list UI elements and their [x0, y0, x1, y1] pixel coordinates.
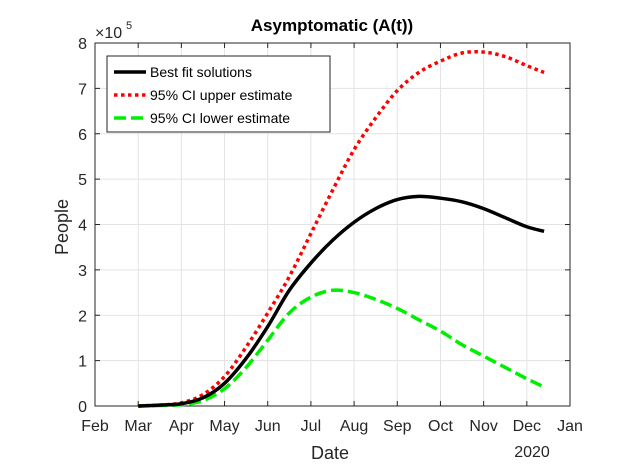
x-tick-label: May [209, 418, 239, 435]
x-axis-label: Date [311, 443, 349, 463]
x-tick-label: Apr [169, 418, 195, 435]
y-exponent-power: 5 [126, 20, 132, 32]
series-line-best-fit [138, 194, 545, 408]
year-label: 2020 [514, 444, 550, 461]
y-tick-label: 7 [78, 81, 87, 98]
x-tick-label: Nov [469, 418, 497, 435]
y-tick-label: 8 [78, 36, 87, 53]
x-tick-label: Mar [124, 418, 152, 435]
x-tick-label: Jun [255, 418, 281, 435]
y-tick-label: 5 [78, 172, 87, 189]
y-tick-label: 0 [78, 399, 87, 416]
chart-title: Asymptomatic (A(t)) [251, 16, 413, 35]
legend: Best fit solutions 95% CI upper estimate… [106, 55, 331, 133]
x-tick-label: Jan [557, 418, 583, 435]
x-tick-label: Feb [81, 418, 109, 435]
x-tick-label: Oct [428, 418, 453, 435]
y-tick-label: 4 [78, 218, 87, 235]
legend-label-best-fit: Best fit solutions [150, 64, 252, 80]
x-tick-label: Aug [340, 418, 368, 435]
series-line-upper-ci [138, 49, 545, 408]
x-tick-label: Jul [301, 418, 321, 435]
y-tick-label: 6 [78, 127, 87, 144]
axis-ticks: Feb Mar Apr May Jun Jul Aug Sep Oct Nov Dec Jan 0 1 2 3… [78, 36, 583, 435]
y-exponent-base: ×10 [95, 25, 122, 42]
x-tick-label: Sep [383, 418, 412, 435]
legend-label-lower: 95% CI lower estimate [150, 110, 290, 126]
x-tick-label: Dec [513, 418, 541, 435]
y-axis-label: People [52, 199, 72, 255]
legend-label-upper: 95% CI upper estimate [150, 87, 293, 103]
y-tick-label: 2 [78, 308, 87, 325]
y-tick-label: 1 [78, 354, 87, 371]
series-group [138, 49, 545, 408]
y-tick-label: 3 [78, 263, 87, 280]
